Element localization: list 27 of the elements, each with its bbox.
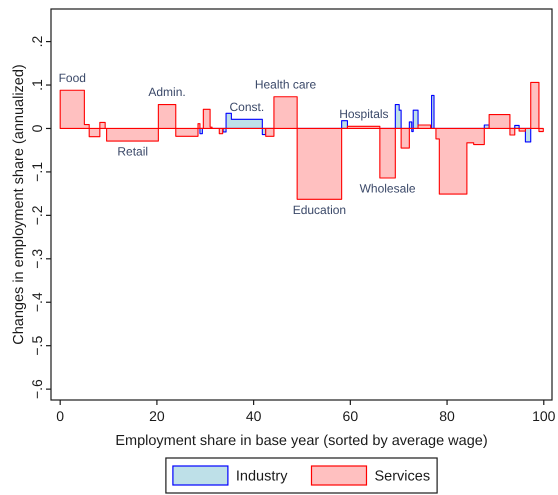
annotation: Health care	[254, 77, 317, 92]
y-tick-label: −.5	[29, 336, 45, 356]
x-tick-label: 40	[246, 408, 262, 424]
annotation: Education	[292, 202, 346, 217]
x-tick-label: 100	[532, 408, 556, 424]
x-tick-label: 20	[149, 408, 165, 424]
x-tick-label: 80	[439, 408, 456, 424]
annotation: Retail	[117, 144, 148, 159]
annotation: Hospitals	[339, 106, 389, 121]
annotation: Const.	[230, 100, 264, 114]
y-tick-label: −.4	[29, 292, 45, 312]
legend-label: Industry	[236, 468, 288, 484]
x-axis-title: Employment share in base year (sorted by average wage)	[115, 433, 488, 449]
y-tick-label: −.1	[29, 162, 45, 182]
y-tick-label: −.3	[29, 248, 45, 269]
legend-label: Services	[374, 468, 430, 484]
y-tick-label: −.6	[29, 379, 45, 400]
x-tick-label: 0	[56, 408, 64, 424]
y-tick-label: .1	[29, 78, 45, 91]
y-axis-title: Changes in employment share (annualized)	[11, 64, 27, 345]
x-tick-label: 60	[342, 408, 358, 424]
annotation: Admin.	[148, 85, 186, 100]
y-tick-label: −.2	[29, 205, 45, 226]
y-tick-label: .2	[29, 36, 45, 48]
y-tick-label: 0	[29, 124, 45, 132]
annotation: Food	[58, 70, 86, 85]
annotation: Wholesale	[360, 182, 416, 196]
